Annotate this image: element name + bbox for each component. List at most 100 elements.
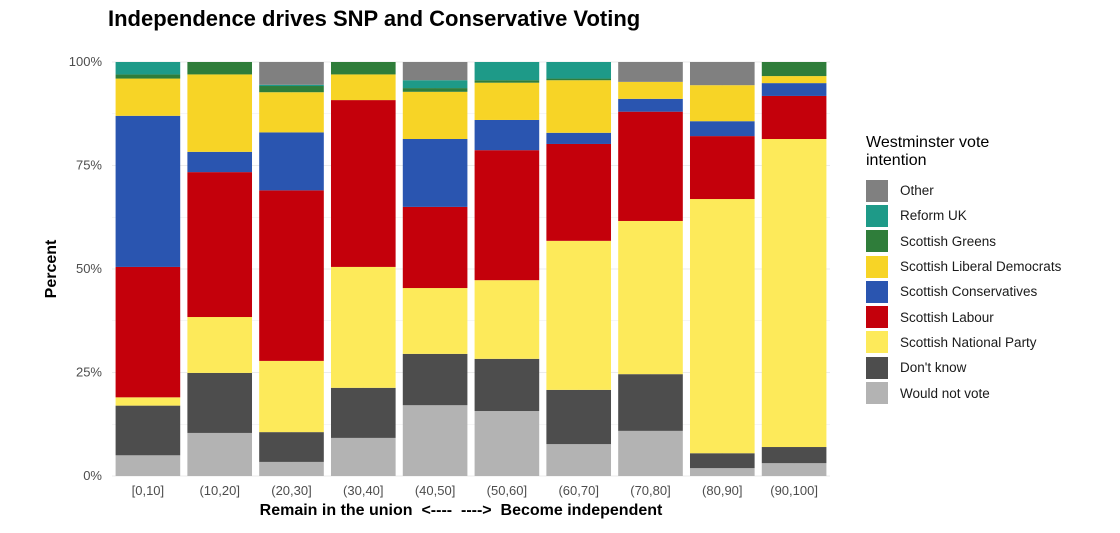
x-tick-label: [0,10]: [132, 483, 165, 498]
legend-swatch: [866, 382, 888, 405]
legend-swatch: [866, 356, 888, 379]
legend-item: Scottish Greens: [866, 229, 1061, 254]
bar-segment-would-not-vote: [402, 405, 468, 476]
bar-segment-scottish-conservatives: [402, 139, 468, 207]
bar-segment-scottish-conservatives: [259, 132, 324, 191]
bar-segment-don-t-know: [115, 405, 181, 456]
bar-segment-scottish-liberal-democrats: [618, 81, 683, 99]
legend-item: Scottish Liberal Democrats: [866, 254, 1061, 279]
chart-title: Independence drives SNP and Conservative…: [108, 6, 641, 31]
bar-segment-scottish-labour: [402, 206, 468, 289]
bar-segment-scottish-labour: [618, 111, 683, 221]
legend-label: Scottish Liberal Democrats: [900, 259, 1062, 275]
bar-segment-scottish-conservatives: [187, 151, 253, 173]
legend-swatch: [866, 255, 888, 278]
bar-segment-scottish-greens: [115, 74, 181, 79]
bar-segment-don-t-know: [402, 353, 468, 406]
legend-label: Would not vote: [900, 385, 990, 401]
legend-swatch: [866, 280, 888, 303]
bar-segment-would-not-vote: [330, 437, 396, 476]
bar-segment-scottish-national-party: [689, 199, 755, 454]
y-tick-label: 0%: [83, 468, 102, 483]
bar-segment-scottish-greens: [330, 62, 396, 75]
bar-segment-scottish-conservatives: [115, 115, 181, 267]
legend-label: Scottish National Party: [900, 334, 1037, 350]
legend-swatch: [866, 331, 888, 354]
legend-item: Other: [866, 178, 1061, 203]
bar-segment-would-not-vote: [618, 430, 683, 476]
bar-segment-scottish-greens: [474, 80, 540, 83]
bar-segment-scottish-labour: [474, 150, 540, 281]
bar-segment-scottish-liberal-democrats: [330, 74, 396, 101]
x-tick-label: (90,100]: [770, 483, 818, 498]
bar-segment-scottish-national-party: [402, 288, 468, 354]
bar-segment-scottish-labour: [689, 136, 755, 200]
legend-swatch: [866, 179, 888, 202]
x-tick-label: (60,70]: [558, 483, 598, 498]
bar-segment-reform-uk: [115, 62, 181, 75]
bar-segment-scottish-labour: [546, 143, 612, 241]
legend-item: Reform UK: [866, 203, 1061, 228]
bar-segment-reform-uk: [259, 84, 324, 87]
legend-item: Don't know: [866, 355, 1061, 380]
bar-segment-scottish-national-party: [187, 317, 253, 373]
bar-segment-scottish-liberal-democrats: [761, 76, 827, 84]
bar-segment-would-not-vote: [187, 432, 253, 476]
bar-segment-don-t-know: [330, 387, 396, 438]
bar-segment-scottish-conservatives: [474, 119, 540, 151]
x-tick-label: (20,30]: [271, 483, 311, 498]
x-tick-label: (80,90]: [702, 483, 742, 498]
legend-label: Other: [900, 183, 934, 199]
bar-segment-scottish-liberal-democrats: [115, 78, 181, 116]
bar-segment-scottish-greens: [761, 62, 827, 77]
x-tick-label: (40,50]: [415, 483, 455, 498]
bar-segment-scottish-labour: [761, 95, 827, 140]
legend-label: Reform UK: [900, 208, 967, 224]
bar-segment-scottish-national-party: [115, 397, 181, 406]
x-tick-label: (70,80]: [630, 483, 670, 498]
legend-item: Scottish Labour: [866, 304, 1061, 329]
y-axis-label: Percent: [43, 239, 60, 298]
bar-segment-scottish-labour: [259, 190, 324, 361]
bar-segment-scottish-labour: [330, 100, 396, 267]
legend-item: Scottish National Party: [866, 330, 1061, 355]
bar-segment-don-t-know: [259, 432, 324, 462]
bar-segment-don-t-know: [761, 447, 827, 464]
bar-segment-don-t-know: [546, 389, 612, 445]
bar-segment-reform-uk: [474, 62, 540, 81]
bar-segment-scottish-conservatives: [761, 83, 827, 96]
bar-segment-would-not-vote: [689, 468, 755, 476]
legend-label: Scottish Conservatives: [900, 284, 1038, 300]
legend-label: Scottish Labour: [900, 309, 994, 325]
legend-item: Scottish Conservatives: [866, 279, 1061, 304]
bar-segment-scottish-liberal-democrats: [187, 74, 253, 152]
bar-segment-don-t-know: [187, 372, 253, 433]
legend-item: Would not vote: [866, 380, 1061, 405]
x-tick-label: (10,20]: [199, 483, 239, 498]
bar-segment-scottish-national-party: [618, 220, 683, 375]
bar-segment-scottish-national-party: [761, 139, 827, 448]
x-tick-label: (30,40]: [343, 483, 383, 498]
bar-segment-scottish-liberal-democrats: [689, 85, 755, 122]
bar-segment-would-not-vote: [546, 444, 612, 476]
y-tick-label: 25%: [76, 365, 102, 380]
bar-segment-don-t-know: [618, 374, 683, 431]
legend-swatch: [866, 230, 888, 253]
y-tick-label: 100%: [69, 54, 103, 69]
y-tick-label: 75%: [76, 158, 102, 173]
legend-label: Scottish Greens: [900, 233, 997, 249]
legend: Westminster vote intention Other Reform U…: [866, 134, 1061, 406]
bar-segment-reform-uk: [546, 62, 612, 79]
bar-segment-would-not-vote: [115, 455, 181, 476]
x-axis-label: Remain in the union <---- ----> Become i…: [260, 502, 663, 519]
bar-segment-would-not-vote: [259, 461, 324, 476]
bar-segment-would-not-vote: [761, 463, 827, 476]
bar-segment-scottish-greens: [259, 86, 324, 93]
bar-segment-other: [402, 62, 468, 81]
bar-segment-other: [689, 62, 755, 86]
bar-segment-scottish-labour: [115, 266, 181, 398]
bar-segment-don-t-know: [689, 453, 755, 469]
bar-segment-scottish-conservatives: [546, 132, 612, 144]
bar-segment-would-not-vote: [474, 411, 540, 476]
legend-swatch: [866, 204, 888, 227]
